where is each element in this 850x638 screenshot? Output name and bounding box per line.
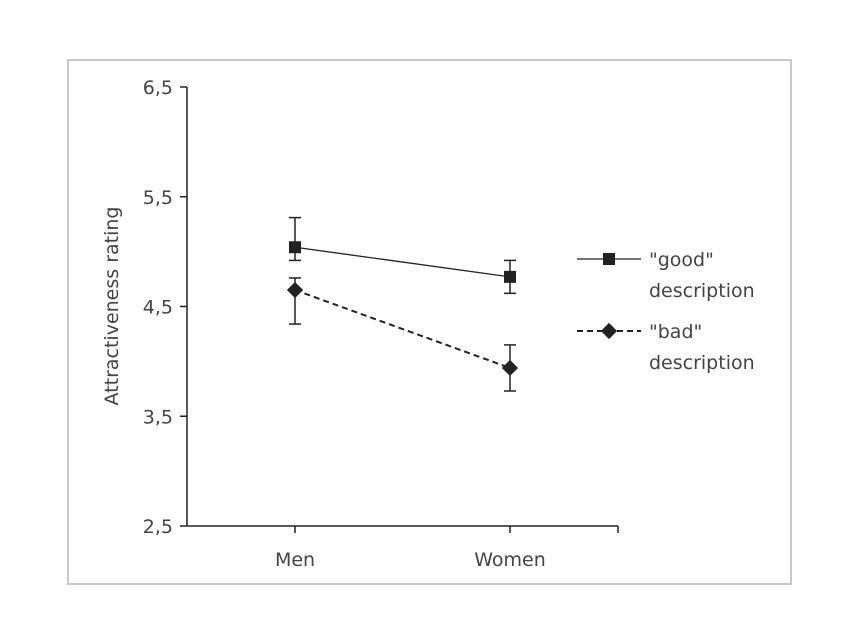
legend-marker <box>600 322 618 340</box>
y-tick-label: 3,5 <box>143 406 173 428</box>
data-point <box>501 359 519 377</box>
axes: 2,5 3,5 4,5 5,5 6,5 Men Women <box>143 77 619 571</box>
data-point <box>286 281 304 299</box>
series-good <box>289 216 516 295</box>
x-tick-label: Men <box>275 549 315 571</box>
series-line <box>294 289 511 369</box>
legend-label: description <box>649 280 755 302</box>
y-tick-label: 2,5 <box>143 516 173 538</box>
legend-entry-good: "good" description <box>577 249 755 302</box>
series-layer <box>286 216 519 392</box>
legend-label: "bad" <box>649 321 702 343</box>
y-tick-label: 5,5 <box>143 187 173 209</box>
data-point <box>504 270 516 283</box>
y-tick-label: 6,5 <box>143 77 173 99</box>
x-tick-label: Women <box>474 549 546 571</box>
y-axis-title: Attractiveness rating <box>101 207 123 406</box>
legend-marker <box>603 253 615 265</box>
y-tick-label: 4,5 <box>143 297 173 319</box>
series-bad <box>286 277 519 392</box>
legend-entry-bad: "bad" description <box>577 321 755 374</box>
legend-label: description <box>649 352 755 374</box>
data-point <box>289 241 301 254</box>
chart-frame <box>67 59 792 585</box>
legend-label: "good" <box>649 249 714 271</box>
series-line <box>294 246 511 278</box>
legend: "good" description "bad" description <box>577 249 755 374</box>
